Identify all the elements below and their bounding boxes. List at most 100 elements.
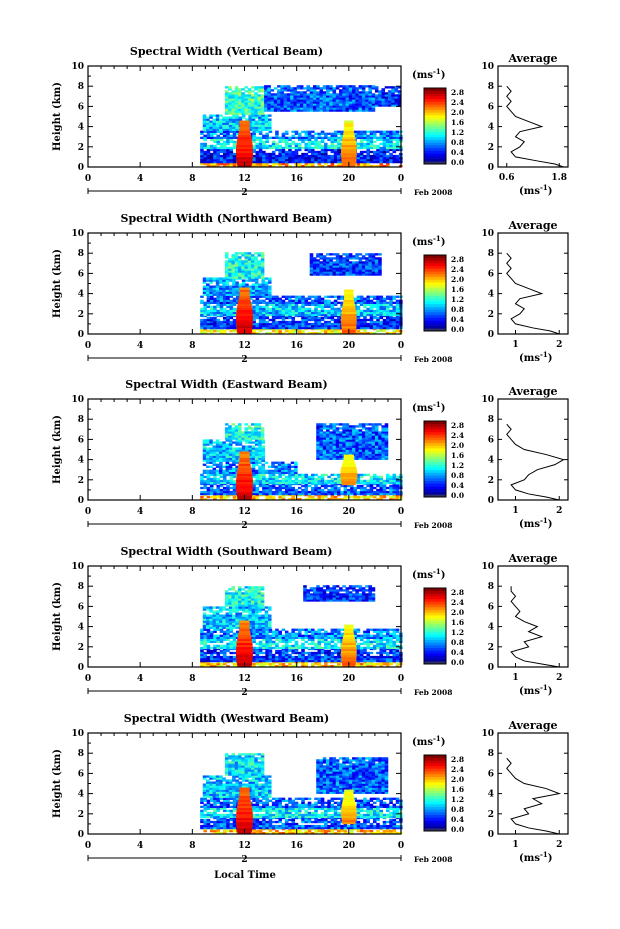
heatmap-cell [200,320,204,324]
heatmap-cell [231,270,236,273]
heatmap-cell [322,95,327,98]
heatmap-cell [395,148,400,152]
heatmap-cell [216,477,221,481]
heatmap-cell [394,102,399,105]
heatmap-cell [275,162,279,166]
heatmap-cell [229,301,234,304]
heatmap-cell [311,148,315,152]
heatmap-cell [262,144,266,148]
heatmap-cell [384,102,389,105]
heatmap-cell [226,473,230,477]
heatmap-cell [386,301,390,304]
heatmap-cell [261,279,266,282]
heatmap-cell [291,150,296,154]
convective-cell [237,305,252,309]
y-tick-label: 10 [71,229,84,239]
heatmap-cell [262,473,266,477]
heatmap-cell [215,465,220,468]
heatmap-cell [247,435,252,438]
heatmap-cell [222,309,227,313]
heatmap-cell [359,331,364,335]
heatmap-cell [294,463,298,466]
heatmap-cell [237,266,242,269]
heatmap-cell [316,109,320,112]
heatmap-cell [374,104,379,107]
heatmap-cell [258,484,263,488]
heatmap-cell [366,130,370,133]
heatmap-cell [339,431,343,434]
heatmap-cell [291,301,296,304]
heatmap-cell [219,484,224,488]
heatmap-cell [345,263,350,266]
heatmap-cell [231,104,236,107]
heatmap-cell [225,439,230,442]
heatmap-cell [327,492,331,496]
heatmap-cell [329,257,333,260]
heatmap-cell [333,152,338,156]
heatmap-cell [317,164,322,168]
heatmap-cell [258,307,263,311]
heatmap-cell [225,455,230,458]
heatmap-cell [379,309,384,313]
heatmap-cell [316,427,320,430]
heatmap-cell [317,303,322,307]
heatmap-cell [261,291,266,294]
heatmap-cell [216,158,221,162]
heatmap-cell [333,326,338,330]
heatmap-cell [335,255,340,258]
heatmap-cell [202,118,207,121]
heatmap-cell [293,91,297,94]
heatmap-cell [277,95,281,98]
heatmap-cell [311,146,315,150]
heatmap-cell [327,144,331,148]
heatmap-cell [213,301,217,304]
heatmap-cell [213,477,217,481]
heatmap-cell [329,271,333,274]
heatmap-cell [231,423,236,426]
heatmap-cell [275,481,279,485]
heatmap-cell [382,318,387,322]
heatmap-cell [297,295,302,298]
heatmap-cell [275,154,279,158]
heatmap-cell [363,486,367,490]
heatmap-cell [359,492,364,496]
heatmap-cell [251,291,256,294]
heatmap-cell [312,269,317,272]
heatmap-cell [369,322,374,326]
heatmap-cell [294,150,299,154]
heatmap-cell [335,263,340,266]
heatmap-cell [297,311,302,315]
heatmap-cell [275,301,279,304]
heatmap-cell [337,150,341,154]
heatmap-cell [307,331,312,335]
heatmap-cell [281,463,285,466]
convective-cell [236,313,253,317]
heatmap-cell [212,449,217,452]
heatmap-cell [284,295,289,298]
heatmap-cell [224,106,229,109]
heatmap-cell [379,295,384,298]
heatmap-cell [226,146,230,150]
heatmap-cell [369,305,374,309]
heatmap-cell [337,313,341,317]
heatmap-cell [281,479,286,483]
heatmap-cell [202,451,207,454]
heatmap-cell [219,144,224,148]
heatmap-cell [219,492,224,496]
heatmap-cell [258,162,263,166]
heatmap-cell [258,291,262,294]
heatmap-cell [314,150,318,154]
heatmap-cell [232,469,236,473]
heatmap-cell [299,93,304,96]
heatmap-cell [320,313,325,317]
heatmap-cell [260,110,265,113]
heatmap-cell [363,150,367,154]
heatmap-cell [395,142,400,146]
heatmap-cell [224,264,229,267]
colorbar-swatch [424,158,446,162]
heatmap-cell [368,261,372,264]
heatmap-cell [339,95,343,98]
heatmap-cell [251,435,255,438]
heatmap-cell [267,291,272,294]
panel-2: Spectral Width (Northward Beam)0246810He… [52,212,569,365]
